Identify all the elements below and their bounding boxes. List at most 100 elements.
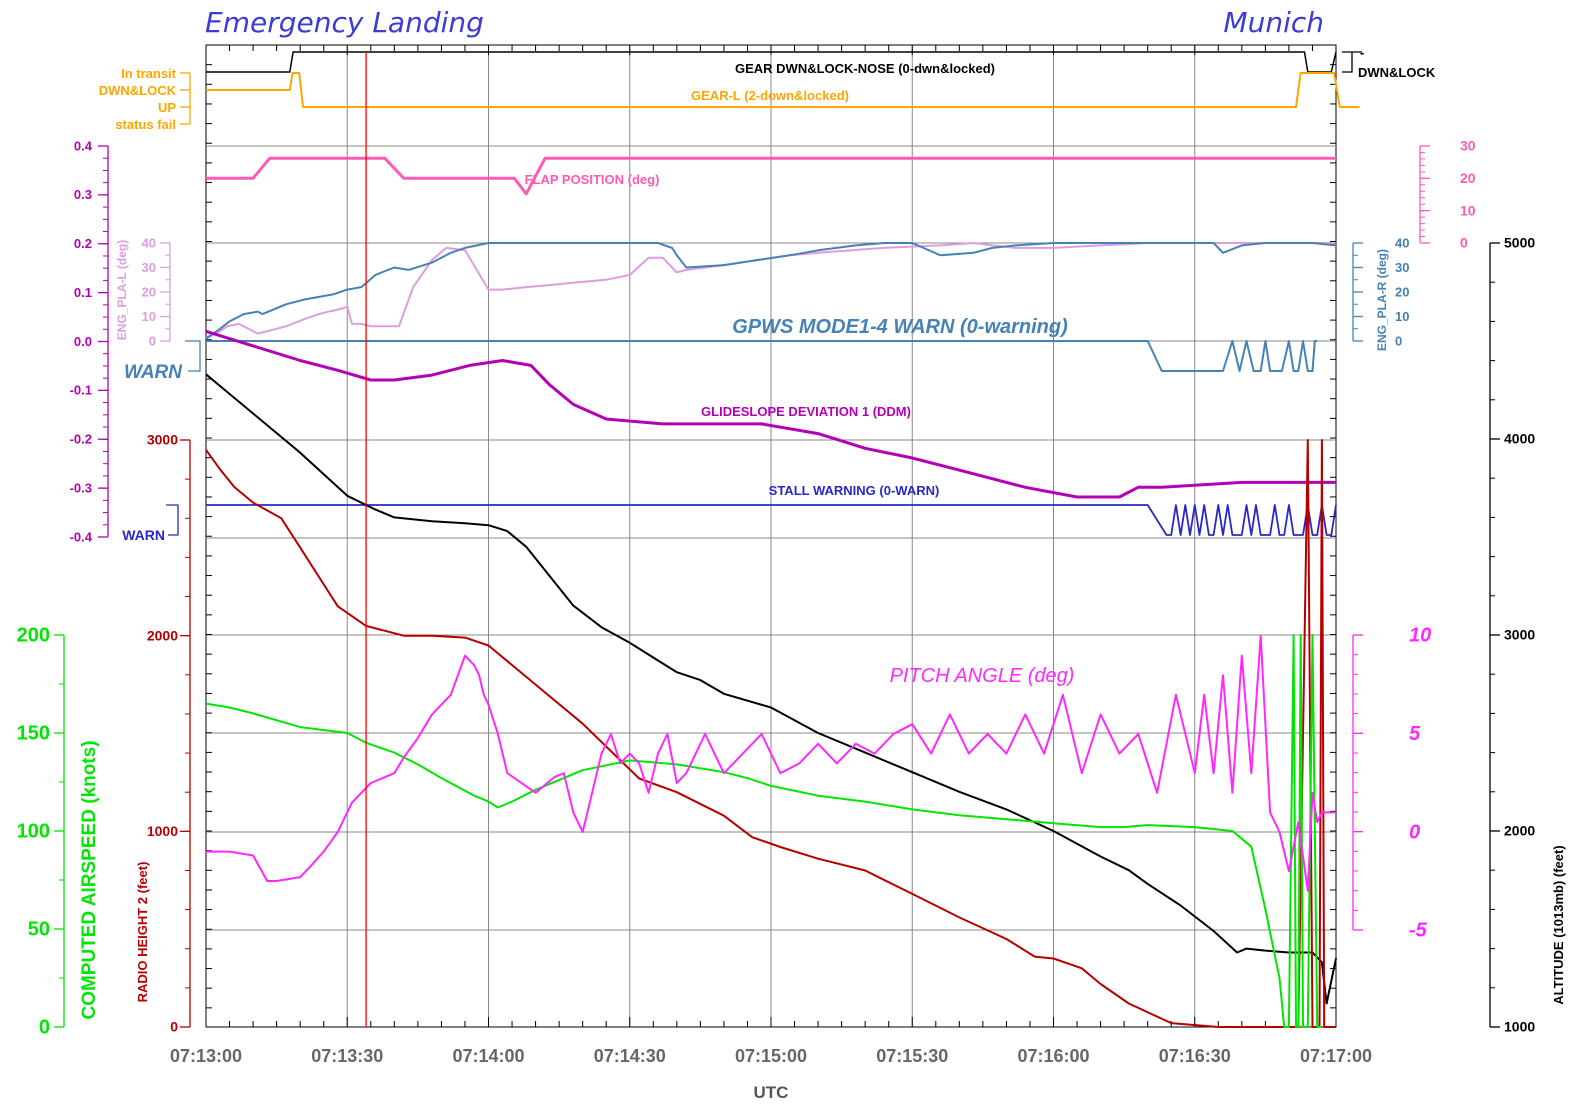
axis-airspeed: 0 50 100 150 200 COMPUTED AIRSPEED (knots) xyxy=(17,625,100,1039)
axis-stall-warn: WARN xyxy=(122,504,179,543)
axis-tick-label: 0 xyxy=(1395,333,1402,348)
axis-tick-label: 0 xyxy=(39,1017,50,1039)
axis-tick-label: 20 xyxy=(1395,284,1409,299)
axis-tick-label: 0.4 xyxy=(74,138,93,153)
axis-pla-l: 0 10 20 30 40 ENG_PLA-L (deg) xyxy=(115,235,171,348)
axis-tick-label: 40 xyxy=(142,235,156,250)
axis-radio: 0 1000 2000 3000 RADIO HEIGHT 2 (feet) xyxy=(135,432,191,1035)
axis-tick-label: 10 xyxy=(1395,309,1409,324)
axis-gpws-warn: WARN xyxy=(124,340,201,383)
axis-tick-label: 30 xyxy=(1395,260,1409,275)
series-label-gpws: GPWS MODE1-4 WARN (0-warning) xyxy=(732,316,1068,338)
x-tick-label: 07:16:30 xyxy=(1159,1046,1231,1066)
series-line-glideslope xyxy=(205,329,1336,499)
x-axis-label: UTC xyxy=(754,1083,789,1102)
axis-tick-label: 0.3 xyxy=(74,187,92,202)
axis-tick-label: 150 xyxy=(17,723,50,745)
axis-gear-states: In transit DWN&LOCK UP status fail xyxy=(99,66,191,132)
series-line-gear xyxy=(206,72,1360,108)
axis-tick-label: -0.2 xyxy=(70,432,92,447)
axis-tick-label: 3000 xyxy=(1504,627,1535,643)
series-label-gear-l: GEAR-L (2-down&locked) xyxy=(691,88,849,103)
axis-tick-label: -0.4 xyxy=(70,529,93,544)
axis-line xyxy=(1342,51,1362,73)
series-line-pitch xyxy=(206,635,1336,892)
axis-title: ENG_PLA-L (deg) xyxy=(115,240,129,340)
series-label-stall: STALL WARNING (0-WARN) xyxy=(769,483,940,498)
axis-tick-label: 50 xyxy=(28,919,50,941)
chart-header-left: Emergency Landing xyxy=(205,6,484,39)
axis-flap: 0 10 20 30 xyxy=(1419,138,1476,251)
axis-tick-label: 4000 xyxy=(1504,431,1535,447)
stall-warn-label: WARN xyxy=(122,527,165,543)
axis-tick-label: 200 xyxy=(17,625,50,647)
series-label-gear-nose: GEAR DWN&LOCK-NOSE (0-dwn&locked) xyxy=(735,61,995,76)
gear-state-label: UP xyxy=(158,100,176,115)
axis-tick-label: 0.0 xyxy=(74,334,92,349)
axis-tick-label: 0.1 xyxy=(74,285,92,300)
chart-series xyxy=(205,51,1360,1028)
axis-tick-label: -0.1 xyxy=(70,383,92,398)
gpws-warn-label: WARN xyxy=(124,362,183,383)
series-line-flap xyxy=(206,156,1336,196)
axis-tick-label: 0 xyxy=(1460,235,1468,251)
axis-tick-label: -0.3 xyxy=(70,480,92,495)
chart-axes: -0.4 -0.3 -0.2 -0.1 0.0 0.1 0.2 0.3 0.4 0 10 20 30 40… xyxy=(17,45,1566,1039)
series-label-flap: FLAP POSITION (deg) xyxy=(525,172,660,187)
axis-altitude: 1000 2000 3000 4000 5000 ALTITUDE (1013mb) (f… xyxy=(1489,235,1566,1035)
axis-tick-label: 100 xyxy=(17,821,50,843)
axis-tick-label: 0 xyxy=(149,333,156,348)
gear-state-label: In transit xyxy=(121,66,177,81)
axis-title: ENG_PLA-R (deg) xyxy=(1375,249,1389,351)
series-line-pla_l xyxy=(205,242,1337,340)
series-line-airspeed xyxy=(205,634,1322,1028)
chart-header-right: Munich xyxy=(1223,6,1324,39)
x-tick-label: 07:15:00 xyxy=(735,1046,807,1066)
x-tick-label: 07:13:30 xyxy=(311,1046,383,1066)
axis-glideslope: -0.4 -0.3 -0.2 -0.1 0.0 0.1 0.2 0.3 0.4 xyxy=(70,138,109,544)
series-label-glideslope: GLIDESLOPE DEVIATION 1 (DDM) xyxy=(701,404,911,419)
axis-tick-label: 0 xyxy=(170,1019,178,1035)
gear-state-label: status fail xyxy=(115,117,176,132)
axis-tick-label: 10 xyxy=(1409,625,1431,647)
axis-title: ALTITUDE (1013mb) (feet) xyxy=(1551,845,1566,1004)
axis-tick-label: 10 xyxy=(142,309,156,324)
axis-title: RADIO HEIGHT 2 (feet) xyxy=(135,862,150,1003)
axis-tick-label: 1000 xyxy=(1504,1019,1535,1035)
series-label-pitch: PITCH ANGLE (deg) xyxy=(890,665,1075,687)
axis-pla-r: 0 10 20 30 40 ENG_PLA-R (deg) xyxy=(1352,235,1409,351)
axis-nose-states: - DWN&LOCK xyxy=(1342,45,1436,80)
axis-tick-label: 3000 xyxy=(147,432,178,448)
axis-tick-label: 30 xyxy=(142,260,156,275)
x-tick-label: 07:14:00 xyxy=(452,1046,524,1066)
series-line-radio xyxy=(205,439,1336,1028)
chart-labels: 07:13:00 07:13:30 07:14:00 07:14:30 07:15:00… xyxy=(170,61,1372,1102)
x-tick-label: 07:13:00 xyxy=(170,1046,242,1066)
axis-tick-label: -5 xyxy=(1409,920,1428,942)
axis-tick-label: 0 xyxy=(1409,821,1420,843)
gear-state-label: DWN&LOCK xyxy=(99,83,177,98)
axis-line xyxy=(166,504,179,536)
axis-tick-label: 5000 xyxy=(1504,235,1535,251)
axis-line xyxy=(185,340,201,372)
x-tick-label: 07:17:00 xyxy=(1300,1046,1372,1066)
axis-tick-label: 0.2 xyxy=(74,236,92,251)
series-line-altitude xyxy=(205,373,1337,1005)
axis-tick-label: 2000 xyxy=(147,627,178,643)
axis-tick-label: 2000 xyxy=(1504,823,1535,839)
x-tick-label: 07:14:30 xyxy=(594,1046,666,1066)
axis-pitch: -5 0 5 10 xyxy=(1352,625,1431,942)
series-line-gpws xyxy=(206,340,1318,372)
x-tick-label: 07:16:00 xyxy=(1017,1046,1089,1066)
axis-tick-label: 5 xyxy=(1409,723,1421,745)
axis-tick-label: 20 xyxy=(1460,170,1476,186)
x-tick-label: 07:15:30 xyxy=(876,1046,948,1066)
series-line-pla_r xyxy=(205,242,1337,340)
axis-title: COMPUTED AIRSPEED (knots) xyxy=(79,740,100,1019)
axis-tick-label: 20 xyxy=(142,284,156,299)
axis-tick-label: 30 xyxy=(1460,138,1476,154)
axis-tick-label: 1000 xyxy=(147,823,178,839)
nose-state-label: - xyxy=(1360,45,1364,60)
axis-tick-label: 10 xyxy=(1460,202,1476,218)
